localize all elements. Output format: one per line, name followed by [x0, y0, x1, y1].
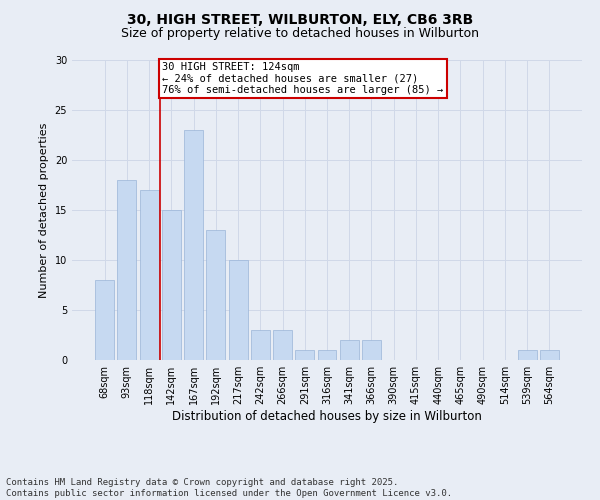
Bar: [162, 210, 181, 360]
Bar: [273, 330, 292, 360]
Bar: [362, 340, 381, 360]
Bar: [340, 340, 359, 360]
Bar: [317, 350, 337, 360]
Bar: [118, 180, 136, 360]
X-axis label: Distribution of detached houses by size in Wilburton: Distribution of detached houses by size …: [172, 410, 482, 423]
Bar: [229, 260, 248, 360]
Bar: [295, 350, 314, 360]
Bar: [95, 280, 114, 360]
Bar: [184, 130, 203, 360]
Bar: [518, 350, 536, 360]
Text: Contains HM Land Registry data © Crown copyright and database right 2025.
Contai: Contains HM Land Registry data © Crown c…: [6, 478, 452, 498]
Bar: [206, 230, 225, 360]
Text: Size of property relative to detached houses in Wilburton: Size of property relative to detached ho…: [121, 28, 479, 40]
Y-axis label: Number of detached properties: Number of detached properties: [39, 122, 49, 298]
Text: 30 HIGH STREET: 124sqm
← 24% of detached houses are smaller (27)
76% of semi-det: 30 HIGH STREET: 124sqm ← 24% of detached…: [163, 62, 443, 95]
Text: 30, HIGH STREET, WILBURTON, ELY, CB6 3RB: 30, HIGH STREET, WILBURTON, ELY, CB6 3RB: [127, 12, 473, 26]
Bar: [540, 350, 559, 360]
Bar: [140, 190, 158, 360]
Bar: [251, 330, 270, 360]
